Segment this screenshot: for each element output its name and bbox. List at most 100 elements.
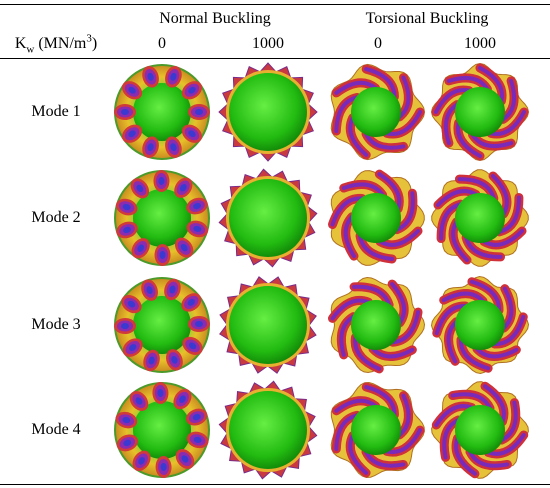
mode-shape <box>330 63 426 161</box>
core <box>351 300 401 350</box>
lobe-core <box>147 72 154 81</box>
kw-symbol: K <box>14 35 27 53</box>
kw-close: ) <box>91 35 98 53</box>
lobe-core <box>160 462 167 471</box>
column-header: 1000 <box>252 35 284 52</box>
lobe-core <box>137 244 145 252</box>
swirl-purple <box>397 393 411 437</box>
lobe-core <box>180 243 188 252</box>
swirl-purple <box>446 319 459 364</box>
mode-shape <box>430 62 530 162</box>
mode-shape <box>218 380 318 480</box>
swirl-purple <box>501 286 514 331</box>
lobe-core <box>179 395 186 403</box>
lobe-core <box>193 225 202 233</box>
mode-shape <box>431 381 529 479</box>
column-header: 0 <box>158 35 166 52</box>
core <box>229 73 307 151</box>
swirl-purple <box>353 335 382 371</box>
lobe-core <box>121 109 129 115</box>
mode-shape <box>114 277 210 373</box>
lobe-core <box>193 436 202 444</box>
swirl-purple <box>364 131 406 150</box>
core <box>229 179 307 257</box>
row-label: Mode 2 <box>31 209 81 226</box>
swirl-purple <box>451 220 469 263</box>
swirl-purple <box>397 75 411 119</box>
kw-subscript: w <box>26 43 35 56</box>
swirl-purple <box>491 173 509 216</box>
core <box>133 401 191 459</box>
core <box>133 189 191 247</box>
core <box>455 193 505 243</box>
lobe-core <box>128 130 136 138</box>
swirl-purple <box>443 102 460 146</box>
swirl-purple <box>435 189 478 207</box>
lobe-core <box>157 389 164 398</box>
swirl-purple <box>434 404 474 427</box>
core <box>455 405 505 455</box>
swirl-purple <box>364 385 397 417</box>
row-label: Mode 3 <box>31 316 81 333</box>
swirl-purple <box>464 235 503 259</box>
swirl-purple <box>348 115 369 157</box>
lobe-core <box>158 177 165 186</box>
swirl-purple <box>384 428 422 455</box>
lobe-core <box>179 184 187 192</box>
core <box>133 296 191 354</box>
lobe-core <box>128 86 136 94</box>
lobe-core <box>147 143 154 152</box>
lobe-core <box>188 86 196 94</box>
lobe-core <box>181 455 189 463</box>
lobe-core <box>188 130 196 138</box>
swirl-purple <box>483 384 506 424</box>
top-rule <box>0 4 550 5</box>
mode-shape <box>114 64 210 160</box>
lobe-core <box>122 416 131 424</box>
swirl-purple <box>470 132 514 149</box>
lobe-core <box>170 72 177 81</box>
kw-label: Kw (MN/m3) <box>15 33 97 56</box>
swirl-purple <box>343 214 356 259</box>
mode-shape <box>218 62 318 162</box>
swirl-purple <box>330 196 365 227</box>
lobe-core <box>171 355 178 364</box>
core <box>351 87 401 137</box>
lobe-core <box>122 203 131 211</box>
lobe-core <box>195 109 203 115</box>
core <box>229 391 307 469</box>
kw-superscript: 3 <box>86 32 92 45</box>
lobe-core <box>170 143 177 152</box>
swirl-purple <box>478 66 505 104</box>
swirl-purple <box>358 233 395 261</box>
lobe-core <box>169 285 176 294</box>
mode-shape <box>330 381 425 479</box>
swirl-purple <box>441 291 486 304</box>
swirl-purple <box>469 279 502 313</box>
swirl-purple <box>334 95 359 134</box>
core <box>351 193 401 243</box>
core <box>455 300 505 350</box>
swirl-purple <box>330 298 371 321</box>
lobe-core <box>192 413 201 421</box>
lobe-core <box>138 457 145 465</box>
mode-shape <box>114 170 210 266</box>
swirl-purple <box>499 400 518 442</box>
mode-shape <box>327 169 425 266</box>
header-rule <box>0 58 550 59</box>
core <box>351 405 401 455</box>
kw-unit: (MN/m <box>38 35 87 53</box>
lobe-core <box>146 286 153 295</box>
swirl-purple <box>446 75 490 92</box>
swirl-purple <box>488 110 526 137</box>
swirl-purple <box>384 110 422 137</box>
swirl-purple <box>377 172 402 211</box>
swirl-purple <box>492 314 526 347</box>
core <box>133 83 191 141</box>
swirl-purple <box>439 202 463 241</box>
lobe-core <box>129 344 137 351</box>
mode-shape <box>219 276 317 374</box>
swirl-purple <box>468 449 510 468</box>
